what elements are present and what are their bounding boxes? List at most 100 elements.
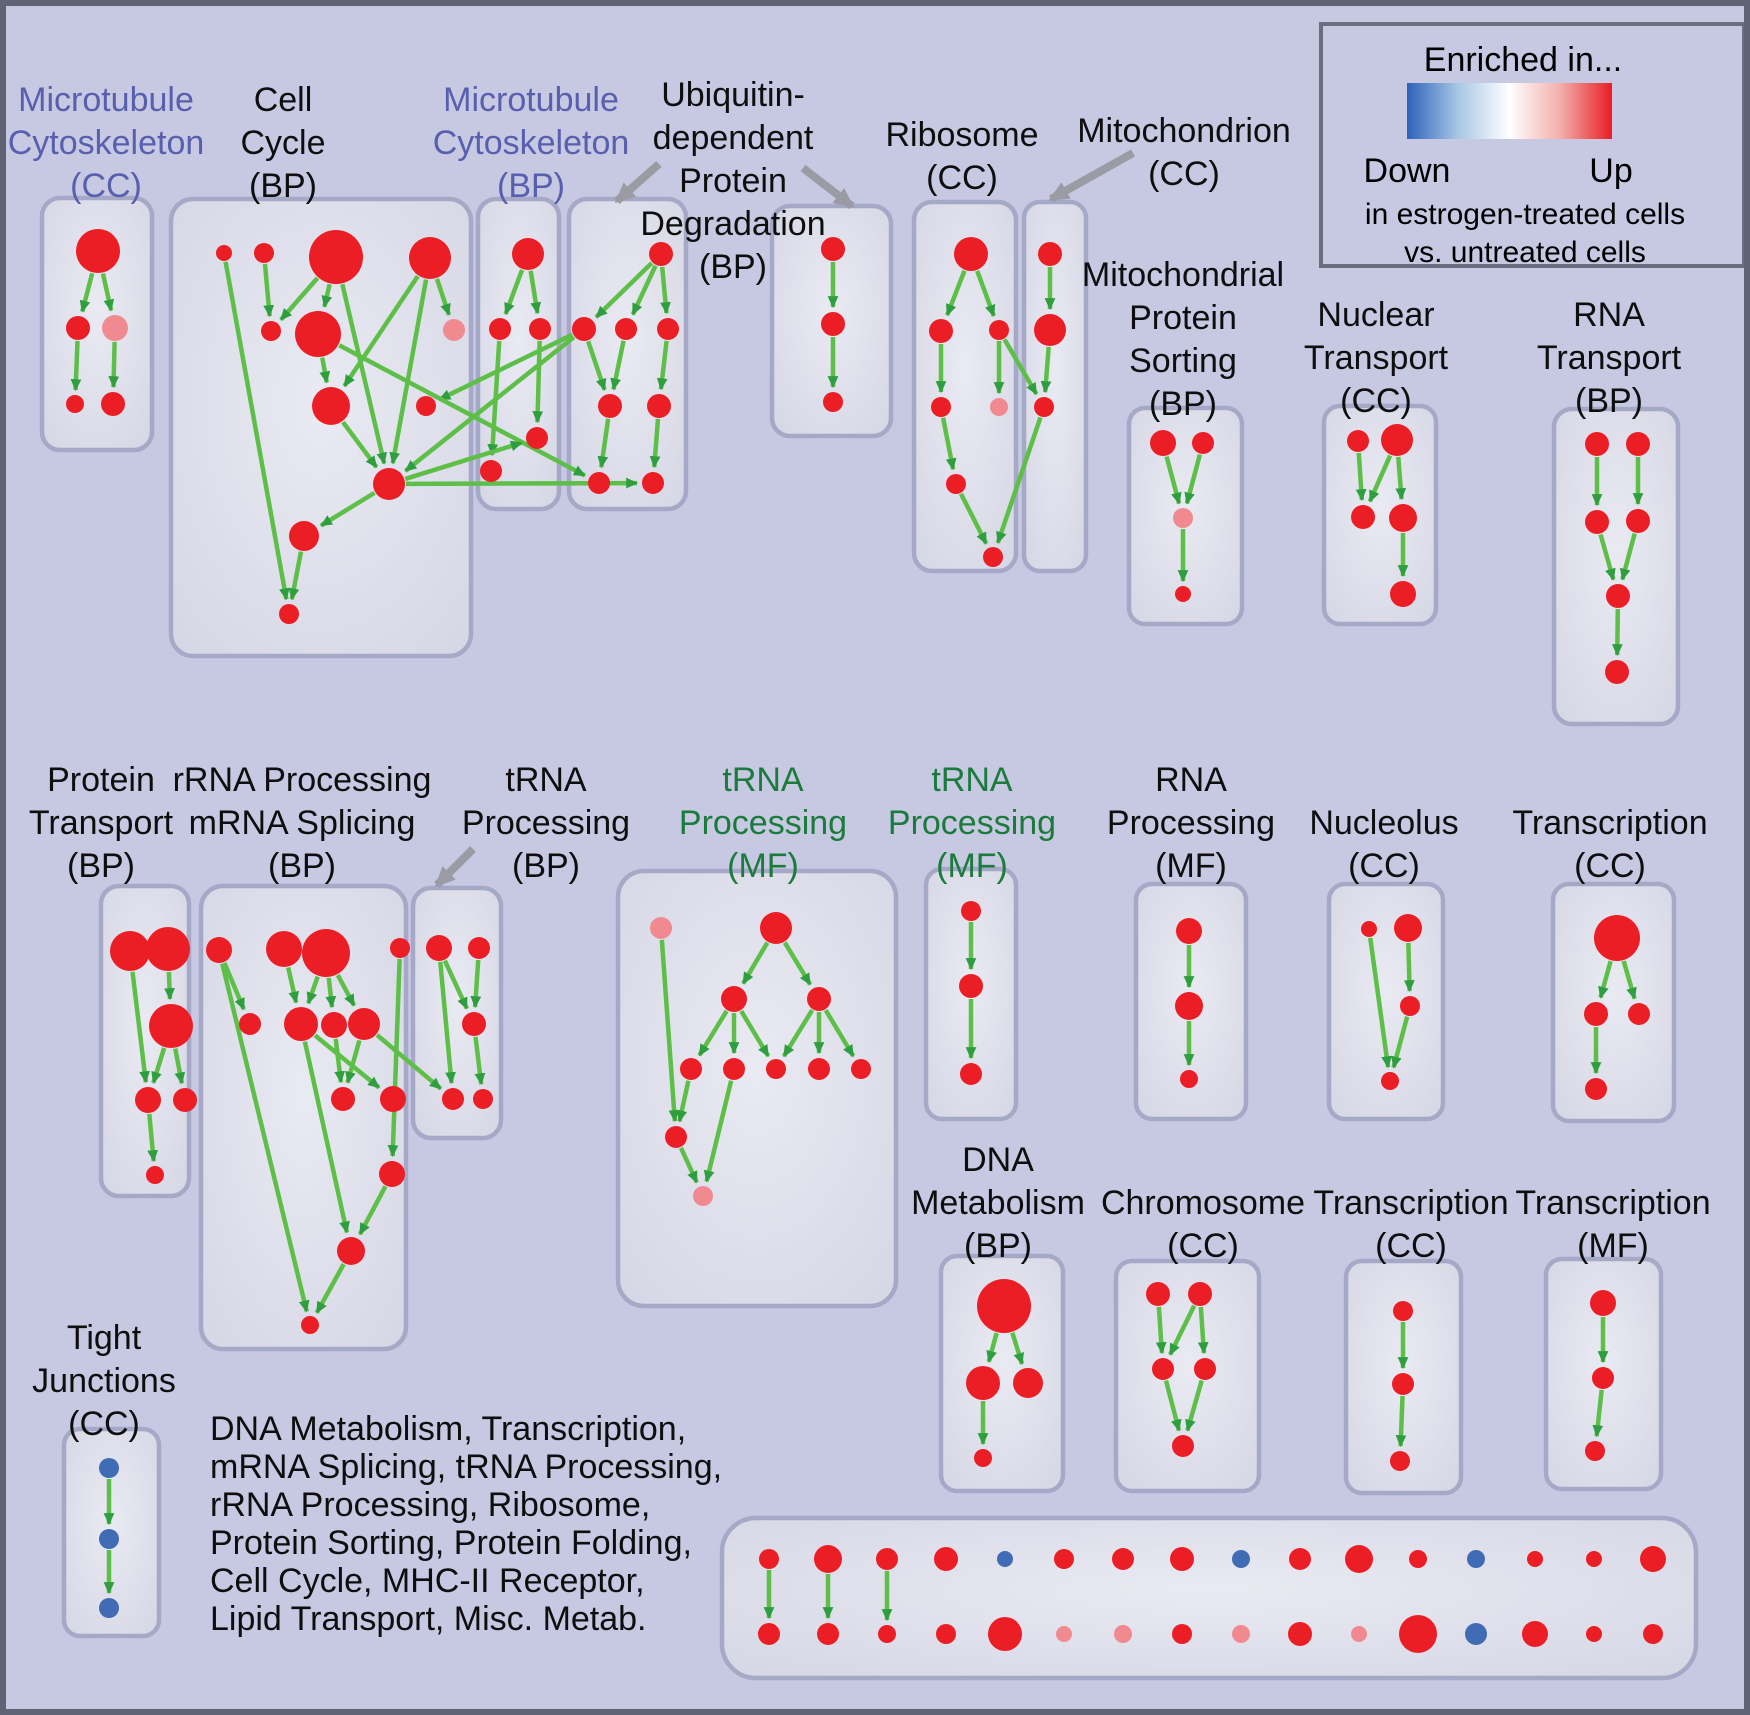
edge-z1-z2 (1592, 1389, 1604, 1438)
go-term-node-b2t (814, 1545, 842, 1573)
edge-c3-c6 (434, 278, 452, 316)
edge-u1-c9 (404, 335, 576, 473)
box-rrna-processing-mrna-splicing-bp (198, 883, 409, 1352)
edge-q2-q7 (335, 973, 357, 1007)
go-term-node-b11b (1351, 1626, 1367, 1642)
edge-q2-q6 (325, 977, 337, 1009)
go-term-node-nt0 (1347, 430, 1369, 452)
edge-a1-a3 (70, 340, 82, 392)
go-term-node-h2 (1180, 1070, 1198, 1088)
edge-q6-q8 (333, 1038, 346, 1084)
go-term-node-y0 (1393, 1301, 1413, 1321)
edge-tb0-tb2 (442, 959, 469, 1010)
box-chromosome-cc (1113, 1258, 1262, 1494)
go-term-node-f6 (766, 1059, 786, 1079)
go-term-node-q10 (337, 1237, 365, 1265)
box-nuclear-transport-cc (1321, 403, 1439, 627)
go-term-node-j2 (99, 1598, 119, 1618)
edge-u4-u6 (597, 418, 611, 469)
go-term-node-u5 (647, 394, 671, 418)
go-term-node-q6 (321, 1012, 347, 1038)
edge-q10-q11 (314, 1263, 346, 1314)
go-term-node-u4 (598, 394, 622, 418)
go-term-node-q5 (284, 1007, 318, 1041)
edge-nt1-nt3 (1395, 456, 1407, 501)
go-term-node-s2 (1173, 508, 1193, 528)
edge-q1-q5 (286, 967, 300, 1004)
edge-r3-r5 (940, 417, 957, 471)
edge-s0-s2 (1164, 455, 1182, 505)
edge-q5-q9 (313, 1033, 381, 1090)
go-term-node-c6 (443, 319, 465, 341)
go-term-node-c2 (309, 230, 363, 284)
go-term-node-t0 (1038, 242, 1062, 266)
go-term-node-d3 (974, 1449, 992, 1467)
edge-c9-c10 (319, 490, 376, 528)
edge-q7-q8 (345, 1039, 362, 1084)
edge-tb1-tb2 (470, 959, 482, 1009)
go-term-node-rt0 (1585, 432, 1609, 456)
box-mitochondrion-cc (1021, 199, 1089, 574)
annotation-arrow-ubiquitin-left (614, 160, 662, 205)
edge-tb0-tb3 (438, 961, 456, 1085)
go-term-node-nt3 (1389, 504, 1417, 532)
go-term-node-o2 (1400, 996, 1420, 1016)
edge-f1-f2 (741, 941, 770, 985)
edge-d0-d1 (986, 1332, 999, 1363)
go-term-node-q8 (331, 1087, 355, 1111)
go-term-node-u1 (572, 317, 596, 341)
go-term-node-q1 (266, 931, 302, 967)
go-term-node-o1 (1394, 914, 1422, 942)
misc-note-line: Cell Cycle, MHC-II Receptor, (210, 1562, 645, 1600)
go-term-node-b1b (758, 1623, 780, 1645)
go-term-node-f4 (680, 1058, 702, 1080)
go-term-node-f7 (808, 1058, 830, 1080)
go-term-node-b5t (997, 1551, 1013, 1567)
edge-x0-x2 (1621, 960, 1637, 1000)
edge-q7-tb3 (375, 1033, 443, 1091)
go-term-node-c10 (289, 521, 319, 551)
go-term-node-nt4 (1390, 581, 1416, 607)
go-term-node-c9 (373, 468, 405, 500)
go-term-node-k0 (1146, 1282, 1170, 1306)
edge-rt2-rt4 (1598, 533, 1616, 581)
go-term-node-tb0 (426, 935, 452, 961)
go-term-node-b14t (1527, 1551, 1543, 1567)
go-term-node-b8b (1172, 1624, 1192, 1644)
legend-subtitle-line2: vs. untreated cells (1404, 236, 1646, 269)
edge-q12-q10 (357, 1185, 388, 1236)
go-term-node-q12 (379, 1161, 405, 1187)
go-term-node-q4 (239, 1013, 261, 1035)
go-term-node-x3 (1585, 1078, 1607, 1100)
edge-s1-s2 (1184, 454, 1203, 505)
edge-u1-c8 (438, 332, 574, 402)
go-term-node-a1 (66, 316, 90, 340)
go-term-node-rt4 (1606, 584, 1630, 608)
edge-tb2-tb4 (473, 1036, 486, 1086)
box-microtubule-cytoskeleton-cc (39, 195, 155, 453)
edge-f1-f3 (782, 941, 813, 986)
go-term-node-g0 (961, 901, 981, 921)
box-transcription-cc-upper (1550, 881, 1677, 1124)
edge-m0-m1 (503, 269, 525, 316)
box-ribosome-cc (911, 199, 1019, 574)
edge-r2-t2 (1002, 338, 1039, 396)
edge-u0-u2 (630, 264, 658, 316)
edge-o1-o2 (1403, 942, 1415, 993)
go-term-node-b12t (1409, 1550, 1427, 1568)
edge-q5-q10 (302, 1041, 350, 1234)
go-term-node-rt2 (1585, 510, 1609, 534)
edge-k3-k4 (1185, 1379, 1204, 1432)
go-term-node-b10b (1288, 1622, 1312, 1646)
legend-down-label: Down (1363, 152, 1451, 190)
go-term-node-r0 (954, 237, 988, 271)
go-term-node-f2 (721, 986, 747, 1012)
edge-r0-r2 (975, 270, 996, 317)
box-nucleolus-cc (1326, 881, 1446, 1122)
edge-c10-c11 (288, 551, 304, 601)
go-term-node-b15b (1586, 1626, 1602, 1642)
go-term-node-u7 (642, 472, 664, 494)
edge-u0-u1 (594, 261, 654, 319)
go-term-node-a4 (101, 392, 125, 416)
edge-d0-d2 (1010, 1332, 1025, 1365)
